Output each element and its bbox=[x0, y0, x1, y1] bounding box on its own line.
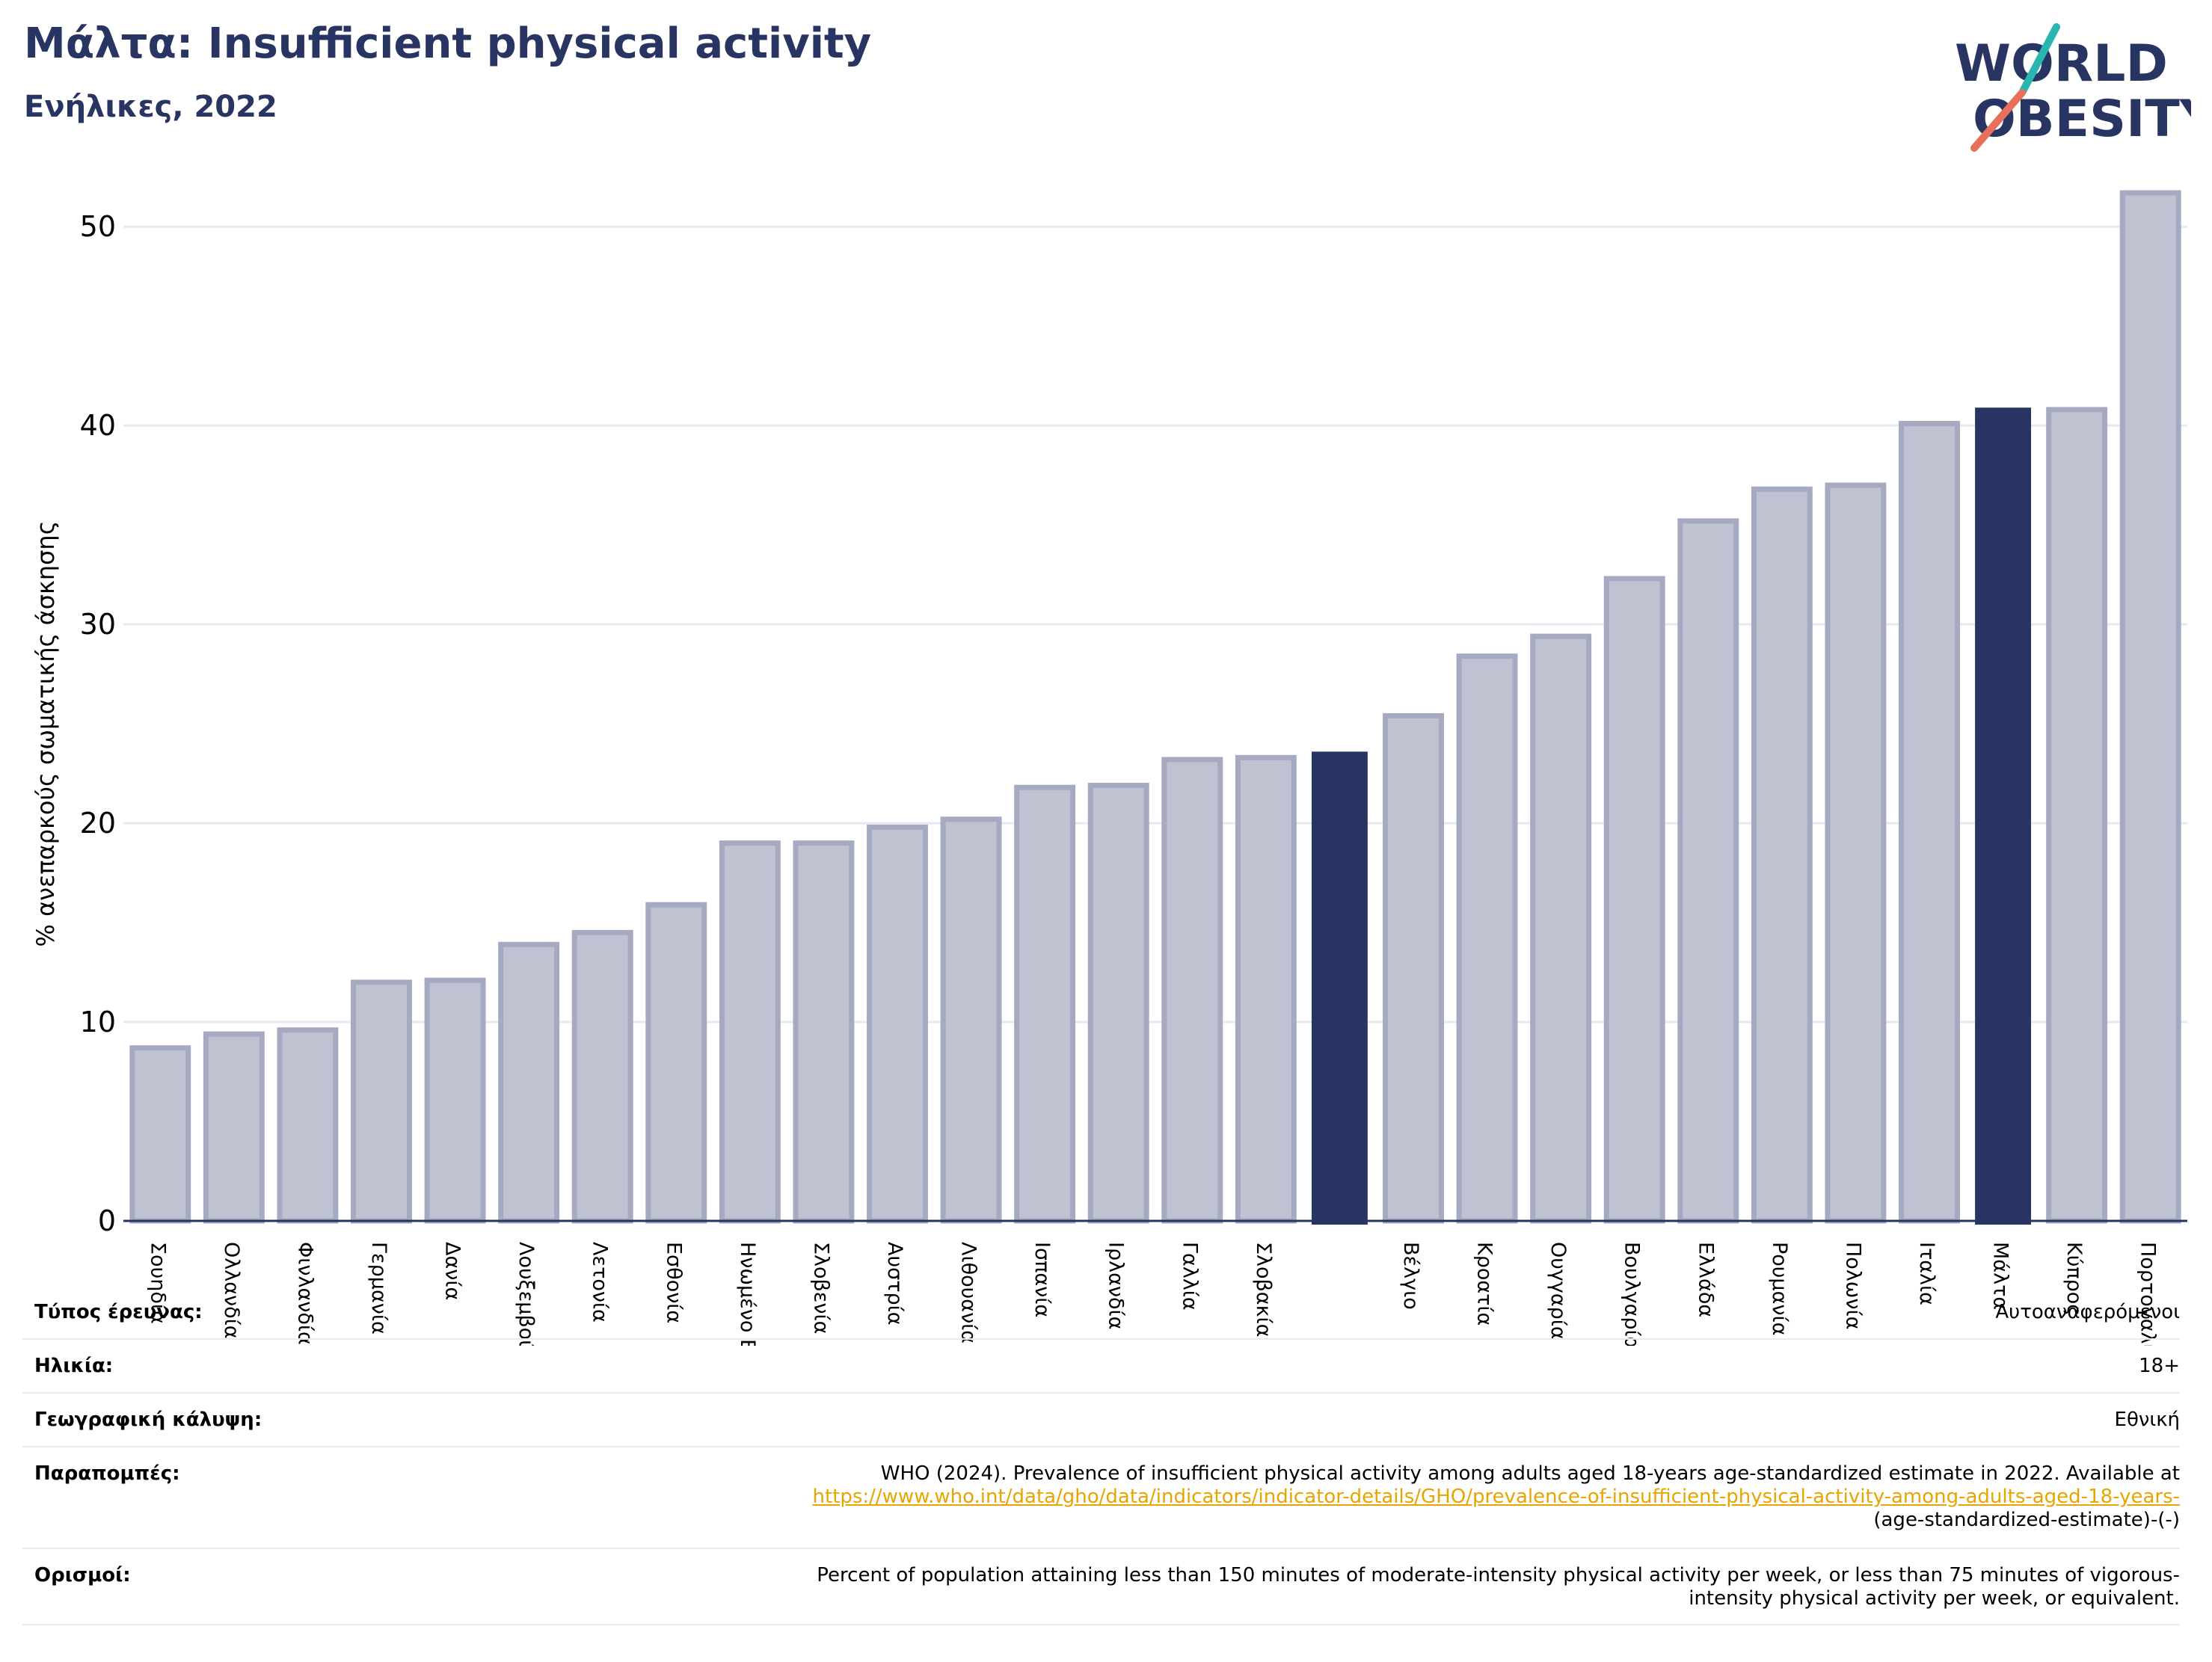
x-tick-label: Κύπρος bbox=[2062, 1242, 2086, 1316]
bar bbox=[1014, 784, 1076, 1224]
bar bbox=[1975, 407, 2032, 1225]
bar bbox=[1603, 576, 1665, 1224]
x-tick-label: Βέλγιο bbox=[1399, 1242, 1422, 1310]
definitions-label: Ορισμοί: bbox=[34, 1564, 131, 1586]
bar bbox=[1825, 482, 1887, 1224]
x-tick-label: Γαλλία bbox=[1178, 1242, 1201, 1311]
bar bbox=[1311, 751, 1368, 1225]
bar bbox=[1087, 783, 1149, 1224]
definitions-value: Percent of population attaining less tha… bbox=[817, 1564, 2180, 1610]
y-tick-label: 10 bbox=[80, 1006, 116, 1038]
coverage-label: Γεωγραφική κάλυψη: bbox=[34, 1409, 262, 1431]
coverage-value: Εθνική bbox=[2114, 1409, 2180, 1431]
x-tick-label: Φινλανδία bbox=[293, 1242, 316, 1345]
x-tick-label: Βουλγαρία bbox=[1620, 1242, 1644, 1346]
bar bbox=[1383, 712, 1444, 1224]
y-tick-label: 30 bbox=[80, 608, 116, 641]
x-tick-label: Πορτογαλία bbox=[2136, 1242, 2160, 1346]
bar bbox=[1899, 420, 1960, 1224]
references-text: WHO (2024). Prevalence of insufficient p… bbox=[880, 1462, 2180, 1485]
bar bbox=[2119, 190, 2181, 1224]
x-tick-label: Ιταλία bbox=[1915, 1242, 1938, 1305]
y-tick-label: 0 bbox=[98, 1204, 116, 1237]
x-tick-label: Ισπανία bbox=[1030, 1242, 1054, 1317]
world-obesity-logo: WORLD OBESITY bbox=[1955, 23, 2191, 152]
x-tick-label: Λιθουανία bbox=[957, 1242, 980, 1344]
bar bbox=[1456, 653, 1518, 1224]
x-tick-label: Ελλάδα bbox=[1694, 1242, 1717, 1317]
info-row-survey-type: Τύπος έρευνας: Αυτοαναφερόμενοι bbox=[22, 1286, 2180, 1340]
bar bbox=[571, 929, 633, 1224]
bar bbox=[1677, 518, 1739, 1224]
age-value: 18+ bbox=[2139, 1355, 2180, 1377]
bar bbox=[1751, 486, 1813, 1224]
info-row-coverage: Γεωγραφική κάλυψη: Εθνική bbox=[22, 1394, 2180, 1447]
bar bbox=[277, 1027, 339, 1224]
x-tick-label: Ιρλανδία bbox=[1105, 1242, 1128, 1329]
x-tick-label: Λουξεμβούργο bbox=[514, 1242, 538, 1346]
info-row-definitions: Ορισμοί: Percent of population attaining… bbox=[22, 1549, 2180, 1625]
y-tick-label: 40 bbox=[80, 409, 116, 442]
x-tick-label: Ολλανδία bbox=[220, 1242, 243, 1339]
bar bbox=[793, 840, 855, 1224]
y-tick-labels: 0 10 20 30 40 50 bbox=[80, 210, 116, 1237]
survey-type-value: Αυτοαναφερόμενοι bbox=[1995, 1301, 2180, 1323]
logo-text-obesity: OBESITY bbox=[1973, 90, 2191, 149]
x-tick-label: Δανία bbox=[441, 1242, 464, 1300]
bar bbox=[1530, 633, 1592, 1224]
definitions-line2: intensity physical activity per week, or… bbox=[1689, 1587, 2180, 1610]
bar bbox=[1161, 757, 1223, 1224]
bar bbox=[1235, 754, 1297, 1224]
bar bbox=[867, 824, 928, 1224]
info-row-age: Ηλικία: 18+ bbox=[22, 1340, 2180, 1394]
bar bbox=[645, 902, 707, 1224]
x-tick-labels: Σουηδία Ολλανδία Φινλανδία Γερμανία Δανία Λου… bbox=[146, 1242, 2159, 1346]
x-tick-label: Πολωνία bbox=[1841, 1242, 1864, 1329]
x-tick-label: Σλοβακία bbox=[1252, 1242, 1275, 1337]
y-tick-label: 50 bbox=[80, 210, 116, 243]
bar bbox=[129, 1045, 191, 1224]
y-axis-label: % ανεπαρκούς σωματικής άσκησης bbox=[31, 521, 60, 947]
age-label: Ηλικία: bbox=[34, 1355, 114, 1377]
x-tick-label: Σουηδία bbox=[146, 1242, 169, 1324]
x-tick-label: Λετονία bbox=[589, 1242, 612, 1323]
x-tick-label: Εσθονία bbox=[662, 1242, 685, 1323]
page-subtitle: Ενήλικες, 2022 bbox=[24, 90, 277, 124]
bar bbox=[203, 1031, 265, 1224]
x-tick-label: Γερμανία bbox=[367, 1242, 390, 1335]
x-tick-label: Σλοβενία bbox=[809, 1242, 832, 1334]
x-tick-label: Αυστρία bbox=[883, 1242, 906, 1326]
x-tick-label: Μάλτα bbox=[1989, 1242, 2012, 1310]
x-tick-label: Ρουμανία bbox=[1768, 1242, 1791, 1335]
survey-type-label: Τύπος έρευνας: bbox=[34, 1301, 203, 1323]
x-tick-label: Ουγγαρία bbox=[1546, 1242, 1570, 1340]
bar bbox=[351, 979, 412, 1224]
page-title: Μάλτα: Insufficient physical activity bbox=[24, 19, 872, 68]
info-row-references: Παραπομπές: WHO (2024). Prevalence of in… bbox=[22, 1447, 2180, 1549]
references-tail: (age-standardized-estimate)-(-) bbox=[1873, 1509, 2180, 1531]
x-tick-label: Ηνωμένο Βασίλειο bbox=[736, 1242, 759, 1346]
x-tick-label: Κροατία bbox=[1473, 1242, 1496, 1326]
references-link[interactable]: https://www.who.int/data/gho/data/indica… bbox=[812, 1486, 2180, 1508]
y-tick-label: 20 bbox=[80, 807, 116, 840]
logo-text-world: WORLD bbox=[1955, 34, 2168, 93]
bar bbox=[940, 816, 1002, 1224]
bar bbox=[2046, 407, 2108, 1224]
references-label: Παραπομπές: bbox=[34, 1462, 180, 1485]
bar-chart: 0 10 20 30 40 50 Σουηδία Ολλανδία Φινλανδία Γερμ… bbox=[31, 190, 2187, 1346]
definitions-line1: Percent of population attaining less tha… bbox=[817, 1564, 2180, 1586]
references-value: WHO (2024). Prevalence of insufficient p… bbox=[812, 1462, 2180, 1532]
bar bbox=[424, 977, 486, 1224]
bars bbox=[129, 190, 2181, 1225]
bar bbox=[498, 941, 560, 1224]
bar bbox=[719, 840, 781, 1224]
